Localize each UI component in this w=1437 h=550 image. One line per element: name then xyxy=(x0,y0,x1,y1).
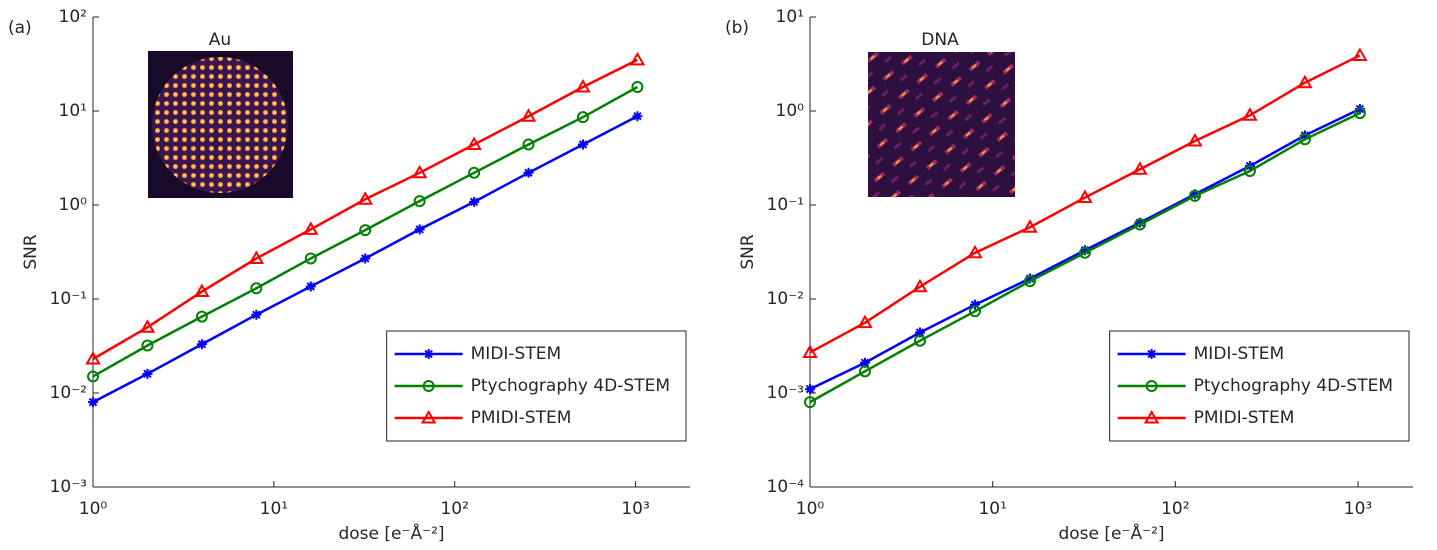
data-point xyxy=(805,384,815,394)
y-axis-label: SNR xyxy=(738,234,758,270)
x-tick-label: 10⁰ xyxy=(79,499,108,519)
x-tick-label: 10⁰ xyxy=(796,499,825,519)
x-tick-label: 10² xyxy=(440,499,468,519)
panel-label: (a) xyxy=(8,18,32,38)
data-point xyxy=(142,369,152,379)
data-point xyxy=(251,310,261,320)
inset-title: Au xyxy=(209,30,231,50)
y-tick-label: 10⁻³ xyxy=(50,477,87,497)
data-point xyxy=(360,253,370,263)
data-point xyxy=(306,281,316,291)
inset-image-dna xyxy=(868,52,1015,197)
data-point xyxy=(524,168,534,178)
y-tick-label: 10⁰ xyxy=(59,195,88,215)
y-tick-label: 10⁻¹ xyxy=(767,195,804,215)
y-tick-label: 10⁰ xyxy=(776,101,805,121)
y-tick-label: 10⁻² xyxy=(767,289,804,309)
panel-label: (b) xyxy=(725,18,749,38)
x-tick-label: 10³ xyxy=(1344,499,1372,519)
data-point xyxy=(88,397,98,407)
data-point xyxy=(197,339,207,349)
x-axis-label: dose [e⁻Å⁻²] xyxy=(338,522,444,544)
legend-label: Ptychography 4D-STEM xyxy=(471,376,670,396)
legend-marker xyxy=(424,349,434,359)
y-tick-label: 10¹ xyxy=(59,101,87,121)
legend-label: MIDI-STEM xyxy=(471,344,562,364)
legend: MIDI-STEM Ptychography 4D-STEM PMIDI-STEM xyxy=(1110,331,1409,441)
x-tick-label: 10¹ xyxy=(978,499,1006,519)
x-tick-label: 10³ xyxy=(621,499,649,519)
data-point xyxy=(631,54,643,65)
data-point xyxy=(578,140,588,150)
x-tick-label: 10¹ xyxy=(260,499,288,519)
legend-label: Ptychography 4D-STEM xyxy=(1194,376,1393,396)
legend: MIDI-STEM Ptychography 4D-STEM PMIDI-STEM xyxy=(387,331,686,441)
data-point xyxy=(469,197,479,207)
inset-image-au xyxy=(148,51,293,198)
y-tick-label: 10² xyxy=(59,7,87,27)
y-axis-label: SNR xyxy=(21,234,41,270)
data-point xyxy=(1354,49,1366,60)
x-axis-label: dose [e⁻Å⁻²] xyxy=(1058,522,1164,544)
y-tick-label: 10¹ xyxy=(776,7,804,27)
legend-label: PMIDI-STEM xyxy=(1194,408,1295,428)
data-point xyxy=(415,224,425,234)
x-tick-label: 10² xyxy=(1161,499,1189,519)
y-tick-label: 10⁻¹ xyxy=(50,289,87,309)
y-tick-label: 10⁻⁴ xyxy=(767,477,805,497)
legend-marker xyxy=(1147,349,1157,359)
data-point xyxy=(632,111,642,121)
legend-label: MIDI-STEM xyxy=(1194,344,1285,364)
figure: 10⁻³ 10⁻² 10⁻¹ 10⁰ 10¹ 10² 10⁰ 10¹ 10² 10³ dose [e… xyxy=(0,0,1437,550)
legend-label: PMIDI-STEM xyxy=(471,408,572,428)
y-tick-label: 10⁻² xyxy=(50,383,87,403)
y-tick-label: 10⁻³ xyxy=(767,383,804,403)
inset-title: DNA xyxy=(921,30,959,50)
